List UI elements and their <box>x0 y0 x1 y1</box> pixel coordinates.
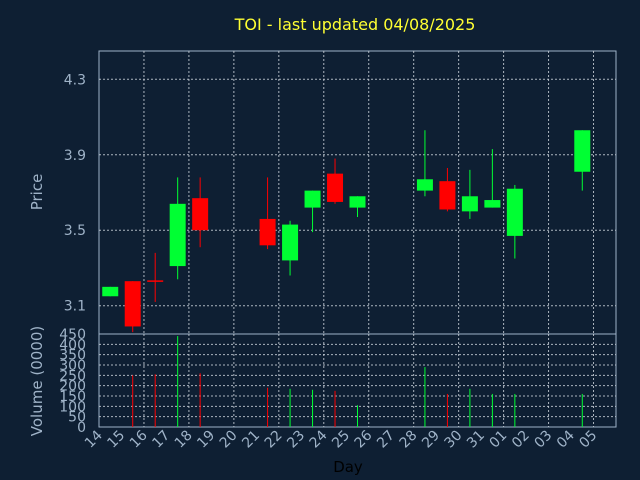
volume-tick-label: 200 <box>59 379 86 395</box>
price-tick-label: 4.3 <box>64 72 86 88</box>
candle-body <box>439 181 456 210</box>
price-panel <box>98 50 617 335</box>
candle-body <box>484 200 501 208</box>
x-tick-label: 27 <box>374 428 398 452</box>
x-tick-label: 25 <box>329 428 353 452</box>
x-tick-label: 02 <box>509 428 533 452</box>
price-tick-label: 3.5 <box>64 223 86 239</box>
x-tick-label: 23 <box>284 428 308 452</box>
volume-tick-label: 300 <box>59 358 86 374</box>
x-tick-label: 04 <box>554 427 578 451</box>
x-axis-label: Day <box>333 458 363 476</box>
candle-body <box>327 173 344 202</box>
x-tick-label: 17 <box>149 428 173 452</box>
volume-tick-label: 350 <box>59 348 86 364</box>
candle-body <box>124 281 141 327</box>
candle-body <box>102 286 119 297</box>
candle-body <box>282 224 299 261</box>
x-tick-label: 15 <box>104 428 128 452</box>
candle-body <box>304 190 321 208</box>
x-tick-label: 30 <box>442 428 466 452</box>
candle-body <box>574 130 591 172</box>
candle-body <box>506 188 523 236</box>
price-axis-label: Price <box>28 174 46 211</box>
volume-tick-label: 450 <box>59 327 86 343</box>
x-tick-label: 20 <box>217 428 241 452</box>
volume-tick-label: 0 <box>77 420 86 436</box>
x-tick-label: 29 <box>419 428 443 452</box>
x-tick-label: 03 <box>531 428 555 452</box>
candle-body <box>192 198 209 231</box>
volume-tick-label: 100 <box>59 399 86 415</box>
candle-body <box>259 218 276 246</box>
candle-body <box>169 203 186 267</box>
x-tick-label: 18 <box>172 428 196 452</box>
x-tick-label: 26 <box>352 427 376 451</box>
x-tick-label: 24 <box>307 427 331 451</box>
x-tick-label: 22 <box>262 428 286 452</box>
volume-tick-label: 400 <box>59 337 86 353</box>
x-tick-label: 28 <box>397 428 421 452</box>
candle-body <box>461 196 478 212</box>
volume-axis-label: Volume (0000) <box>28 326 46 436</box>
x-tick-label: 16 <box>127 427 151 451</box>
x-tick-label: 31 <box>464 428 488 452</box>
price-tick-label: 3.1 <box>64 299 86 315</box>
candle-body <box>349 196 366 208</box>
x-tick-label: 19 <box>194 428 218 452</box>
price-tick-label: 3.9 <box>64 148 86 164</box>
chart-title: TOI - last updated 04/08/2025 <box>234 15 476 34</box>
candle-body <box>416 179 433 191</box>
volume-tick-label: 150 <box>59 389 86 405</box>
x-tick-label: 05 <box>576 428 600 452</box>
volume-tick-label: 250 <box>59 368 86 384</box>
x-tick-label: 01 <box>487 428 511 452</box>
x-tick-label: 21 <box>239 428 263 452</box>
volume-tick-label: 50 <box>68 410 86 426</box>
